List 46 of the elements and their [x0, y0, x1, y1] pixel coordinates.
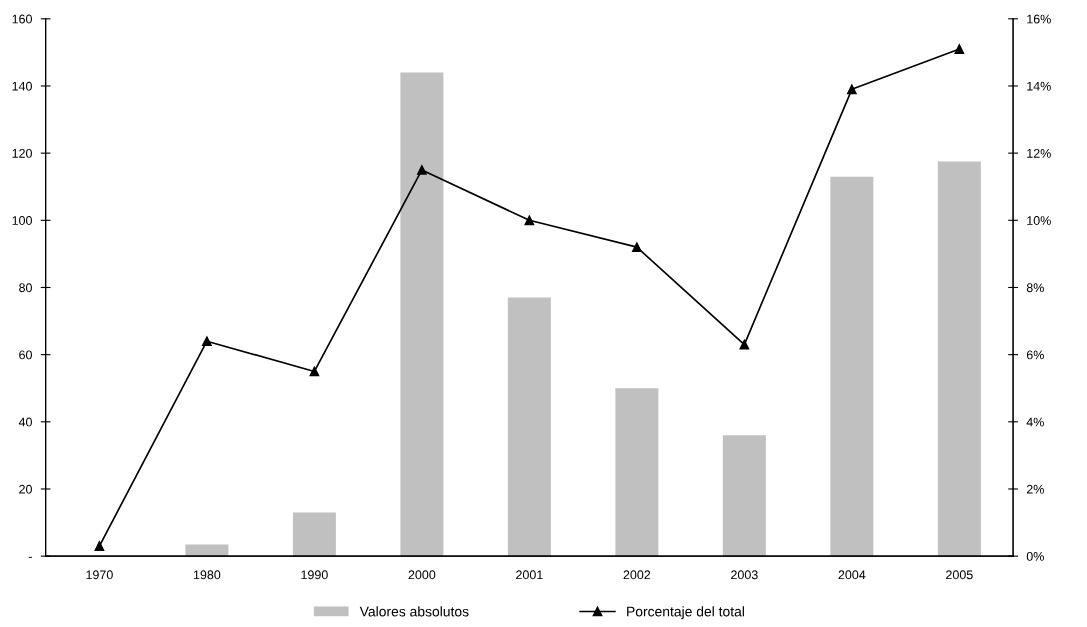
bar: [937, 161, 981, 557]
point: [202, 336, 212, 347]
y-tick-label: 140: [12, 81, 32, 91]
point: [94, 541, 105, 551]
y2-tick-label: 6%: [1026, 350, 1044, 360]
x-tick-label: 2003: [731, 570, 758, 580]
y-tick-label: 100: [12, 216, 32, 225]
x-tick-label: 2001: [516, 570, 543, 580]
y-tick-label: 40: [18, 417, 32, 427]
legend-label: Valores absolutos: [359, 606, 469, 617]
bar: [830, 176, 874, 557]
y-tick-label: 160: [12, 14, 32, 24]
x-tick-label: 2000: [408, 570, 436, 580]
x-tick-label: 1970: [86, 570, 113, 580]
y-tick-label: 20: [19, 484, 32, 494]
y-tick-label: 120: [12, 148, 32, 158]
bar: [400, 72, 444, 557]
bar: [292, 512, 336, 557]
point: [524, 215, 535, 226]
x-tick-label: 2005: [946, 570, 973, 580]
bar: [722, 435, 766, 557]
bar: [185, 544, 229, 557]
legend-label: Porcentaje del total: [627, 606, 744, 620]
y2-tick-label: 0%: [1026, 551, 1044, 561]
y2-tick-label: 4%: [1026, 417, 1044, 427]
y2-tick-label: 8%: [1026, 283, 1044, 293]
y2-tick-label: 10%: [1027, 216, 1051, 225]
y2-tick-label: 12%: [1027, 148, 1051, 158]
point: [954, 44, 965, 54]
point: [309, 366, 320, 377]
x-tick-label: 2002: [623, 570, 651, 580]
point: [739, 339, 750, 350]
y-tick-label: 60: [19, 350, 32, 360]
x-tick-label: 1990: [301, 570, 328, 580]
x-tick-label: 1980: [193, 570, 221, 580]
bar: [507, 297, 551, 557]
y-tick-label: -: [28, 556, 32, 558]
point: [631, 242, 642, 253]
y2-tick-label: 16%: [1027, 14, 1051, 24]
y2-tick-label: 2%: [1026, 484, 1044, 494]
x-tick-label: 2004: [838, 570, 866, 580]
point: [846, 84, 857, 95]
y-tick-label: 80: [19, 283, 32, 293]
bar: [615, 388, 659, 557]
y2-tick-label: 14%: [1027, 81, 1051, 91]
point: [417, 165, 427, 175]
